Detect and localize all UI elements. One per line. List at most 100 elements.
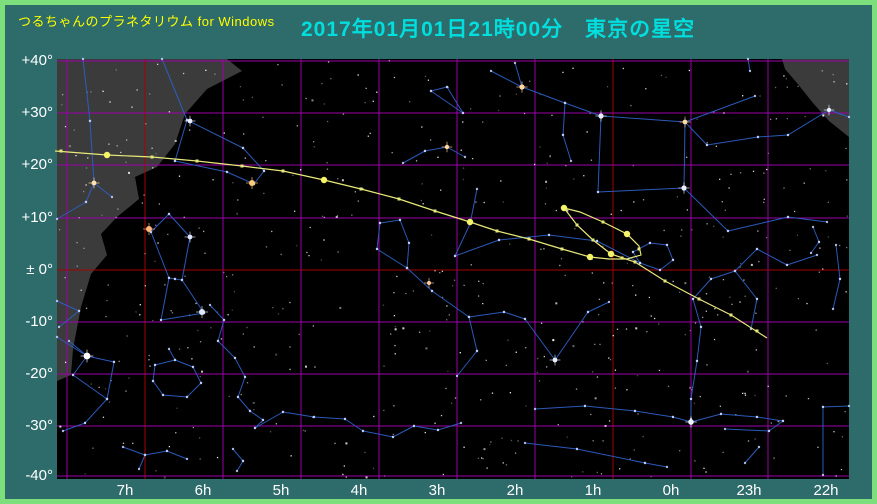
background-star bbox=[364, 451, 366, 454]
background-star bbox=[590, 413, 592, 416]
background-star bbox=[592, 440, 594, 442]
background-star bbox=[343, 465, 345, 467]
constellation-star bbox=[467, 315, 471, 319]
constellation-star bbox=[475, 349, 479, 353]
background-star bbox=[128, 377, 130, 379]
background-star bbox=[191, 358, 193, 360]
background-star bbox=[730, 173, 732, 176]
bright-star bbox=[83, 352, 91, 360]
constellation-star bbox=[216, 339, 220, 343]
background-star bbox=[575, 388, 578, 390]
constellation-star bbox=[786, 133, 790, 137]
background-star bbox=[125, 390, 127, 392]
background-star bbox=[633, 201, 635, 203]
background-star bbox=[502, 462, 504, 464]
background-star bbox=[394, 344, 396, 347]
background-star bbox=[275, 353, 278, 356]
constellation-line bbox=[56, 201, 87, 220]
constellation-line bbox=[237, 376, 246, 398]
background-star bbox=[393, 405, 395, 407]
background-star bbox=[155, 224, 157, 226]
constellation-line bbox=[584, 405, 636, 412]
constellation-line bbox=[253, 170, 265, 185]
background-star bbox=[525, 347, 527, 349]
background-star bbox=[793, 210, 796, 213]
constellation-star bbox=[825, 220, 829, 224]
background-star bbox=[135, 311, 137, 313]
background-star bbox=[402, 327, 405, 330]
constellation-line bbox=[639, 262, 661, 271]
background-star bbox=[337, 178, 339, 180]
background-star bbox=[171, 312, 174, 314]
background-star bbox=[648, 296, 651, 299]
constellation-star bbox=[153, 363, 157, 367]
background-star bbox=[560, 258, 563, 260]
background-star bbox=[523, 112, 526, 115]
constellation-star bbox=[312, 415, 316, 419]
background-star bbox=[702, 316, 704, 319]
background-star bbox=[545, 366, 548, 368]
constellation-line bbox=[548, 234, 598, 242]
background-star bbox=[429, 330, 431, 332]
background-star bbox=[282, 308, 284, 310]
constellation-line bbox=[186, 382, 202, 398]
constellation-star bbox=[811, 225, 815, 229]
bright-star bbox=[187, 234, 193, 240]
background-star bbox=[785, 78, 787, 80]
background-star bbox=[483, 201, 485, 204]
constellation-line bbox=[787, 216, 828, 223]
constellation-star bbox=[563, 101, 567, 105]
background-star bbox=[489, 443, 491, 446]
constellation-star bbox=[361, 429, 365, 433]
constellation-line bbox=[181, 236, 191, 281]
background-star bbox=[545, 187, 547, 189]
background-star bbox=[272, 307, 274, 309]
constellation-star bbox=[160, 57, 164, 61]
constellation-star bbox=[412, 424, 416, 428]
background-star bbox=[158, 203, 160, 205]
ra-axis-label: 7h bbox=[116, 482, 134, 499]
track-tick bbox=[637, 247, 641, 251]
constellation-line bbox=[690, 413, 722, 423]
constellation-line bbox=[174, 160, 228, 173]
background-star bbox=[335, 216, 338, 219]
constellation-star bbox=[523, 317, 527, 321]
constellation-star bbox=[77, 309, 81, 313]
constellation-star bbox=[786, 215, 790, 219]
background-star bbox=[102, 90, 104, 92]
bright-star bbox=[688, 419, 694, 425]
background-star bbox=[490, 441, 492, 443]
constellation-star bbox=[755, 415, 759, 419]
background-star bbox=[118, 360, 120, 363]
track-tick bbox=[495, 229, 499, 233]
constellation-line bbox=[597, 115, 602, 193]
background-star bbox=[597, 313, 600, 316]
milky-way-patch bbox=[782, 59, 849, 137]
background-star bbox=[326, 120, 329, 123]
constellation-star bbox=[55, 217, 59, 221]
background-star bbox=[216, 456, 219, 459]
constellation-star bbox=[561, 133, 565, 137]
background-star bbox=[549, 156, 551, 158]
background-star bbox=[622, 67, 624, 70]
background-star bbox=[289, 301, 291, 304]
bright-star bbox=[199, 309, 205, 315]
background-star bbox=[566, 209, 569, 212]
background-star bbox=[117, 208, 119, 210]
background-star bbox=[591, 272, 593, 274]
background-star bbox=[314, 366, 316, 368]
background-star bbox=[826, 362, 828, 365]
background-star bbox=[470, 264, 472, 266]
background-star bbox=[480, 457, 483, 459]
constellation-star bbox=[586, 310, 590, 314]
sky-chart[interactable] bbox=[54, 57, 851, 479]
constellation-star bbox=[757, 445, 761, 449]
constellation-star bbox=[691, 297, 695, 301]
ra-axis-label: 5h bbox=[272, 482, 290, 499]
background-star bbox=[706, 142, 708, 144]
background-star bbox=[304, 430, 306, 432]
background-star bbox=[321, 82, 323, 85]
background-star bbox=[637, 413, 639, 415]
background-star bbox=[632, 165, 634, 167]
constellation-star bbox=[583, 404, 587, 408]
